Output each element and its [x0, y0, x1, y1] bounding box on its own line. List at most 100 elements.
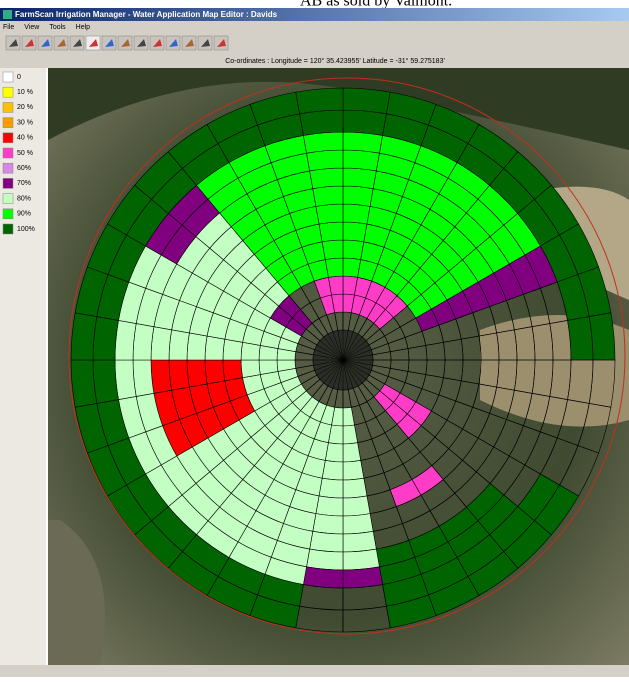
pivot-sector — [222, 338, 243, 361]
pivot-sector — [342, 221, 368, 243]
hub-spoke — [316, 359, 344, 376]
hub-spoke — [342, 354, 373, 361]
pivot-sector — [321, 239, 344, 260]
hub-spoke — [342, 331, 354, 361]
pivot-sector — [306, 149, 344, 172]
pivot-sector — [92, 316, 119, 361]
hub-spoke — [342, 359, 359, 387]
tool-icon — [217, 39, 226, 47]
hub-spoke — [342, 336, 363, 361]
hub-spoke — [319, 359, 344, 380]
legend-label: 100% — [17, 226, 35, 233]
hub-spoke — [342, 349, 372, 361]
pivot-sector — [342, 477, 368, 499]
title-bar — [0, 8, 629, 21]
tool-icon — [89, 39, 98, 47]
pivot-sector — [306, 548, 344, 571]
tool-icon — [41, 39, 50, 47]
legend-swatch — [2, 162, 14, 174]
hub-spoke — [342, 330, 349, 361]
pivot-sector — [342, 531, 377, 553]
pivot-sector — [321, 460, 344, 481]
pivot-sector — [132, 359, 155, 397]
legend-label: 80% — [17, 195, 31, 202]
pivot-sector — [168, 359, 190, 391]
coordinates: Co-ordinates : Longitude = 120° 35.42395… — [225, 57, 445, 65]
hub-spoke — [342, 359, 349, 390]
legend-swatch — [2, 208, 14, 220]
top-caption: AB as sold by Valmont. — [300, 0, 452, 10]
menu-item[interactable]: View — [24, 24, 40, 31]
hub-spoke — [342, 333, 359, 361]
pivot-sector — [204, 335, 226, 361]
legend-label: 50 % — [17, 150, 33, 157]
hub-spoke — [337, 359, 344, 390]
pivot-sector — [315, 203, 344, 225]
pivot-sector — [150, 359, 172, 394]
pivot-sector — [318, 477, 344, 499]
pivot-sector — [342, 203, 371, 225]
legend-label: 70% — [17, 180, 31, 187]
pivot-sector — [342, 239, 365, 260]
pivot-sector — [303, 566, 344, 589]
pivot-sector — [342, 442, 362, 463]
legend-swatch — [2, 223, 14, 235]
caption-strip — [0, 0, 629, 8]
legend-swatch — [2, 147, 14, 159]
hub-spoke — [327, 359, 344, 387]
pivot-sector — [114, 320, 137, 361]
tool-icon — [121, 39, 130, 47]
tool-icon — [185, 39, 194, 47]
pivot-sector — [342, 87, 391, 115]
pivot-sector — [342, 185, 374, 207]
pivot-sector — [312, 185, 344, 207]
pivot-sector — [342, 460, 365, 481]
menu-item[interactable]: File — [3, 24, 14, 31]
pivot-sector — [240, 359, 261, 379]
pivot-sector — [312, 513, 344, 535]
hub-spoke — [313, 359, 344, 366]
legend-swatch — [2, 102, 14, 113]
legend-label: 40 % — [17, 135, 33, 142]
legend-label: 90% — [17, 211, 31, 218]
menu-item[interactable]: Help — [76, 24, 91, 31]
hub-spoke — [342, 359, 373, 366]
pivot-sector — [318, 221, 344, 243]
pivot-sector — [324, 257, 344, 278]
legend-swatch — [2, 132, 14, 144]
hub-spoke — [314, 359, 344, 371]
legend-swatch — [2, 117, 14, 128]
pivot-sector — [295, 87, 344, 115]
pivot-sector — [222, 359, 243, 382]
pivot-sector — [114, 359, 137, 400]
hub-spoke — [342, 359, 372, 371]
pivot-sector — [92, 359, 119, 404]
pivot-sector — [309, 531, 344, 553]
pivot-sector — [342, 513, 374, 535]
legend-label: 30 % — [17, 119, 33, 126]
pivot-sector — [186, 359, 208, 388]
legend-swatch — [2, 193, 14, 204]
pivot-sector — [132, 323, 155, 361]
pivot-sector — [303, 131, 344, 154]
hub-spoke — [327, 333, 344, 361]
hub-spoke — [342, 359, 354, 389]
tool-icon — [169, 39, 178, 47]
field-boundary — [68, 77, 626, 635]
hub-spoke — [314, 349, 344, 361]
pivot-sector — [299, 109, 344, 136]
pivot-sector — [342, 566, 383, 589]
tool-icon — [137, 39, 146, 47]
pivot-sector — [567, 316, 594, 361]
hub-spoke — [323, 359, 344, 384]
hub-spoke — [313, 354, 344, 361]
menu-item[interactable]: Tools — [49, 24, 66, 31]
legend-label: 20 % — [17, 104, 33, 111]
hub-spoke — [342, 359, 370, 376]
pivot-sector — [309, 167, 344, 189]
hub-spoke — [342, 359, 363, 384]
pivot-sector — [315, 495, 344, 517]
pivot-sector — [70, 312, 98, 361]
